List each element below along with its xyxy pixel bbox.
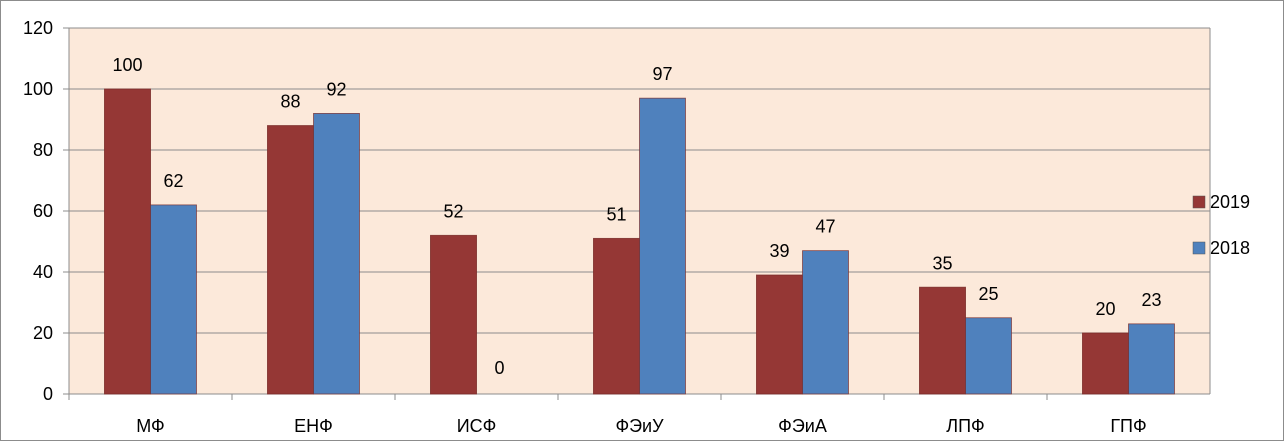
x-category-label: ФЭиУ (615, 416, 664, 436)
data-label: 97 (652, 64, 672, 84)
bar-2018-1 (313, 113, 360, 395)
bar-2019-5 (919, 286, 966, 395)
data-label: 20 (1095, 299, 1115, 319)
legend-swatch-2019 (1192, 195, 1206, 209)
y-tick-label: 100 (23, 79, 53, 99)
y-tick-label: 80 (33, 140, 53, 160)
x-category-label: ЛПФ (946, 416, 984, 436)
data-label: 62 (163, 171, 183, 191)
data-label: 52 (443, 201, 463, 221)
bar-2018-3 (639, 97, 686, 395)
data-label: 0 (494, 358, 504, 378)
bar-2019-3 (593, 237, 640, 395)
bar-2018-0 (150, 204, 197, 395)
bar-2019-2 (430, 234, 477, 395)
legend-swatch-2018 (1192, 241, 1206, 255)
y-tick-label: 0 (43, 384, 53, 404)
x-category-label: ФЭиА (778, 416, 827, 436)
data-label: 23 (1141, 290, 1161, 310)
bar-2018-6 (1128, 323, 1175, 395)
bar-2019-6 (1082, 332, 1129, 395)
bar-2019-4 (756, 274, 803, 395)
bar-2018-5 (965, 317, 1012, 395)
data-label: 100 (112, 55, 142, 75)
y-tick-label: 120 (23, 18, 53, 38)
data-label: 92 (326, 79, 346, 99)
data-label: 51 (606, 204, 626, 224)
data-label: 88 (280, 92, 300, 112)
y-tick-label: 60 (33, 201, 53, 221)
data-label: 35 (932, 253, 952, 273)
legend-label-2019: 2019 (1210, 192, 1250, 212)
bar-2019-0 (104, 88, 151, 395)
x-category-label: МФ (136, 416, 164, 436)
y-tick-label: 20 (33, 323, 53, 343)
data-label: 39 (769, 241, 789, 261)
data-label: 25 (978, 284, 998, 304)
x-category-label: ЕНФ (294, 416, 333, 436)
x-category-label: ГПФ (1110, 416, 1146, 436)
y-tick-label: 40 (33, 262, 53, 282)
legend-label-2018: 2018 (1210, 238, 1250, 258)
x-category-label: ИСФ (457, 416, 497, 436)
data-label: 47 (815, 217, 835, 237)
bar-2018-4 (802, 250, 849, 395)
bar-2019-1 (267, 125, 314, 395)
